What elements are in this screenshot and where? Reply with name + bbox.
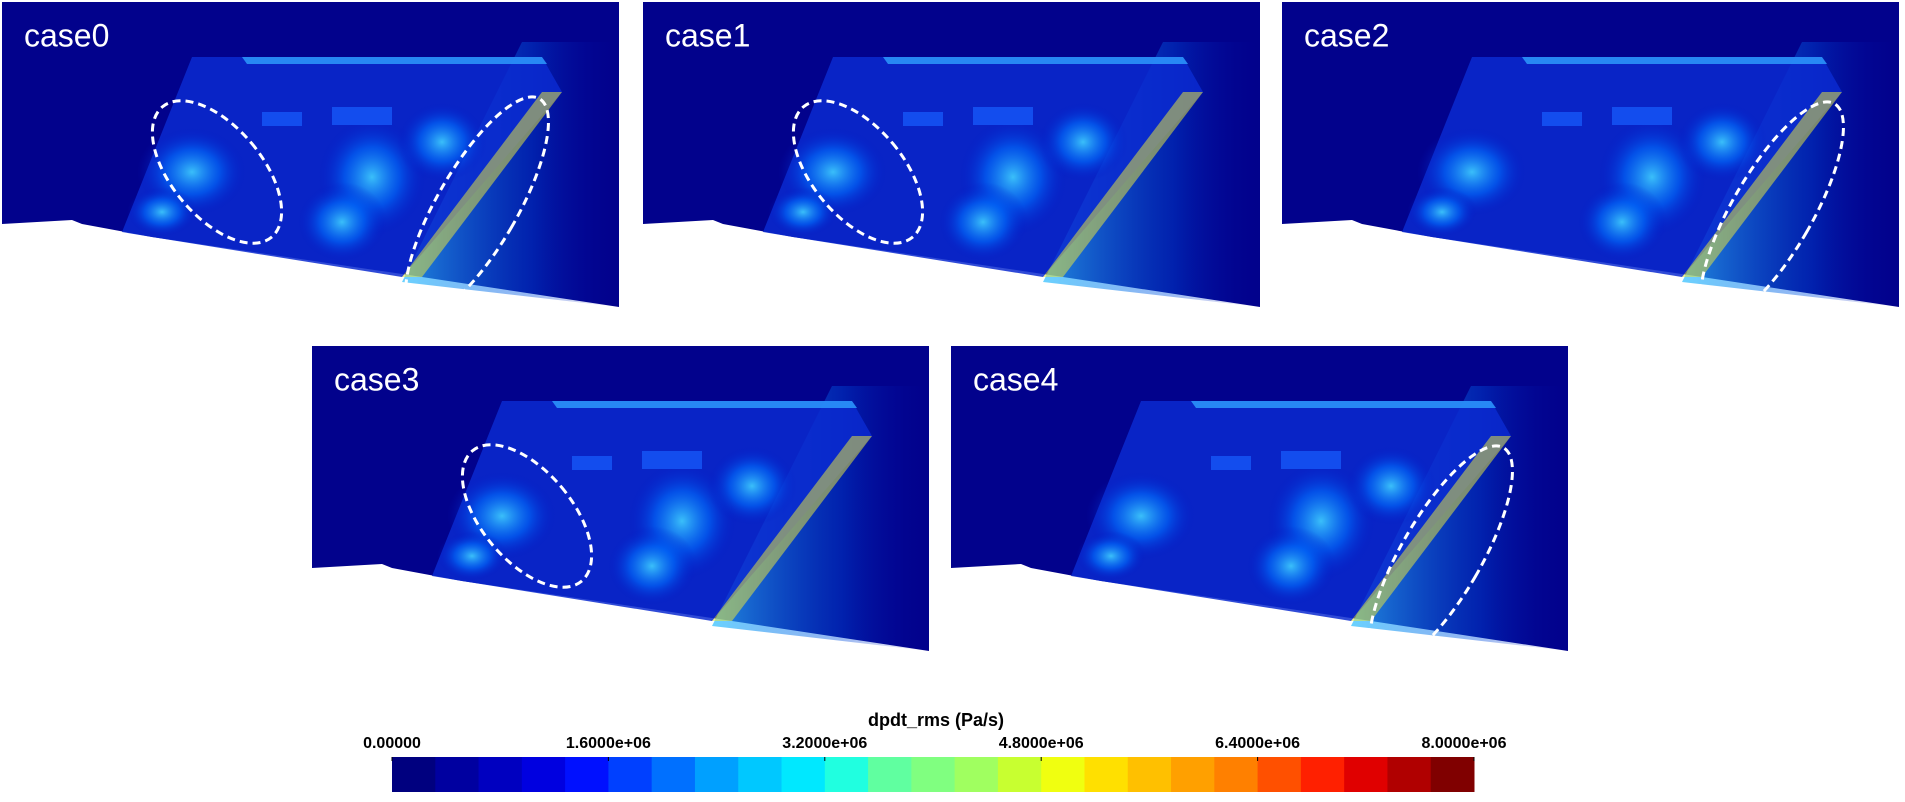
colorbar-tick-label: 0.00000: [363, 735, 421, 752]
equipment: [1211, 456, 1251, 470]
rear-face: [712, 436, 872, 621]
color-bin: [1171, 757, 1215, 792]
rear-face: [1043, 92, 1203, 277]
flow-glow: [1407, 187, 1477, 237]
equipment: [1542, 112, 1582, 126]
flow-glow: [127, 187, 197, 237]
color-bin: [435, 757, 480, 792]
flow-glow: [607, 526, 697, 606]
color-bin: [651, 757, 696, 792]
flow-glow: [938, 182, 1028, 262]
simulation-panel: case0: [2, 2, 619, 319]
color-bin: [1041, 757, 1085, 792]
equipment: [572, 456, 612, 470]
color-bin: [911, 757, 956, 792]
highlight-ellipse: [791, 99, 925, 245]
rear-face: [1682, 92, 1842, 277]
color-bin: [694, 757, 739, 792]
colorbar-title: dpdt_rms (Pa/s): [868, 710, 1004, 730]
color-bin: [1387, 757, 1432, 792]
highlight-ellipse: [1699, 100, 1845, 324]
simulation-panel: case1: [643, 2, 1260, 307]
color-bin: [1214, 757, 1259, 792]
color-bin: [565, 757, 609, 792]
simulation-panel: case2: [1282, 2, 1899, 324]
simulation-panel: case4: [951, 346, 1568, 668]
colorbar-tick-label: 8.0000e+06: [1422, 735, 1507, 752]
equipment: [903, 112, 943, 126]
wake: [1351, 386, 1568, 651]
flow-glow: [1246, 526, 1336, 606]
color-bin: [824, 757, 869, 792]
equipment: [332, 107, 392, 125]
equipment: [1281, 451, 1341, 469]
flow-glow: [768, 187, 838, 237]
flow-glow: [397, 102, 487, 182]
color-bin: [1084, 757, 1129, 792]
color-bin: [954, 757, 999, 792]
highlight-ellipse: [1368, 444, 1514, 668]
flow-glow: [1346, 446, 1436, 526]
equipment: [1612, 107, 1672, 125]
roof-edge: [552, 401, 857, 408]
color-bin: [1300, 757, 1345, 792]
rear-face: [1351, 436, 1511, 621]
flow-glow: [297, 182, 387, 262]
color-bin: [868, 757, 912, 792]
wake: [1682, 42, 1899, 307]
colorbar-tick-label: 3.2000e+06: [782, 735, 867, 752]
roof-edge: [242, 57, 547, 64]
color-bin: [478, 757, 523, 792]
wake: [1043, 42, 1260, 307]
equipment: [973, 107, 1033, 125]
highlight-ellipse: [404, 95, 550, 319]
color-bin: [1344, 757, 1388, 792]
equipment: [262, 112, 302, 126]
equipment: [642, 451, 702, 469]
panel-label: case1: [665, 17, 750, 53]
color-bin: [1257, 757, 1302, 792]
flow-glow: [437, 531, 507, 581]
panel-label: case3: [334, 361, 419, 397]
color-bin: [521, 757, 566, 792]
color-bin: [997, 757, 1042, 792]
flow-glow: [1577, 182, 1667, 262]
colorbar-tick-label: 1.6000e+06: [566, 735, 651, 752]
panel-label: case2: [1304, 17, 1389, 53]
color-bin: [1127, 757, 1172, 792]
color-bin: [608, 757, 653, 792]
highlight-ellipse: [460, 443, 594, 589]
color-bin: [1430, 757, 1475, 792]
flow-glow: [1038, 102, 1128, 182]
roof-edge: [1191, 401, 1496, 408]
panel-label: case0: [24, 17, 109, 53]
color-bin: [392, 757, 436, 792]
wake: [712, 386, 929, 651]
panel-label: case4: [973, 361, 1058, 397]
color-bin: [781, 757, 826, 792]
flow-glow: [1677, 102, 1767, 182]
colorbar-tick-label: 6.4000e+06: [1215, 735, 1300, 752]
flow-glow: [707, 446, 797, 526]
highlight-ellipse: [150, 99, 284, 245]
roof-edge: [1522, 57, 1827, 64]
colorbar-tick-label: 4.8000e+06: [999, 735, 1084, 752]
flow-glow: [1076, 531, 1146, 581]
roof-edge: [883, 57, 1188, 64]
wake: [402, 42, 619, 307]
rear-face: [402, 92, 562, 277]
simulation-panel: case3: [312, 346, 929, 651]
color-bin: [738, 757, 783, 792]
